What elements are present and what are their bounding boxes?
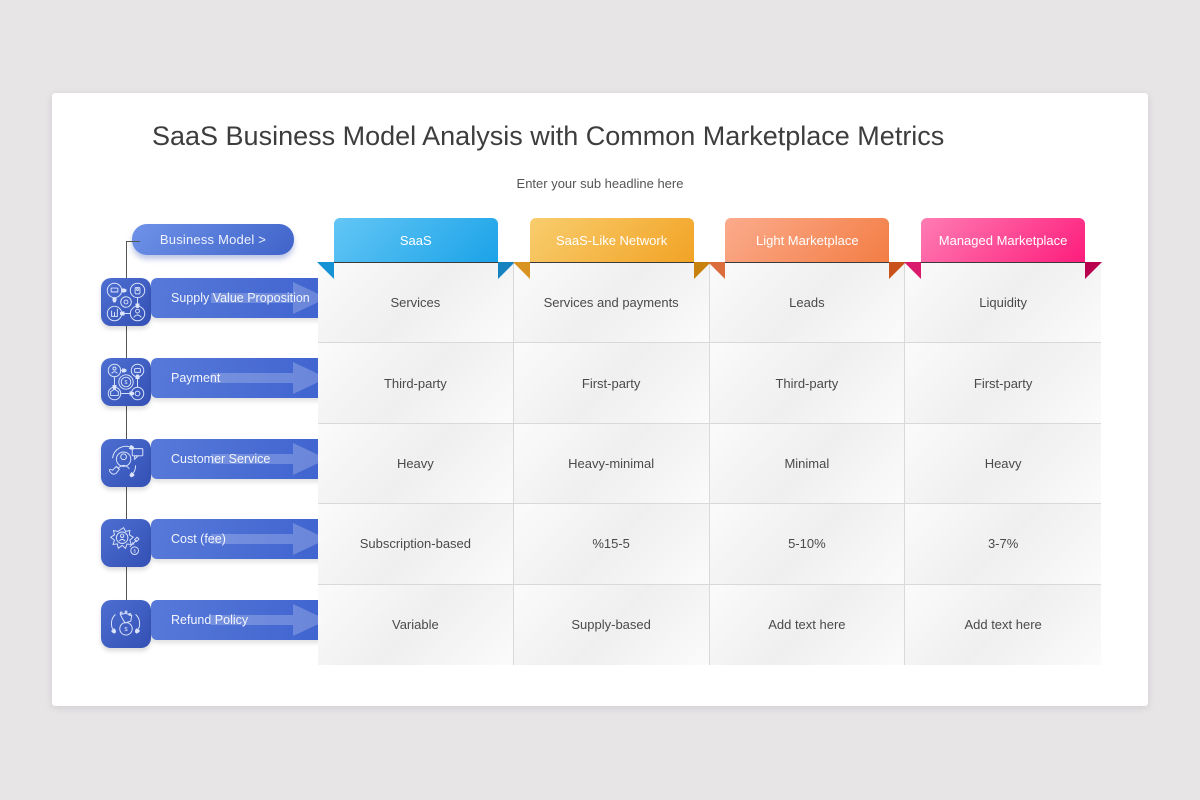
svg-text:$: $ bbox=[125, 380, 128, 386]
svg-text:$: $ bbox=[124, 627, 128, 633]
svg-text:$: $ bbox=[133, 549, 136, 554]
